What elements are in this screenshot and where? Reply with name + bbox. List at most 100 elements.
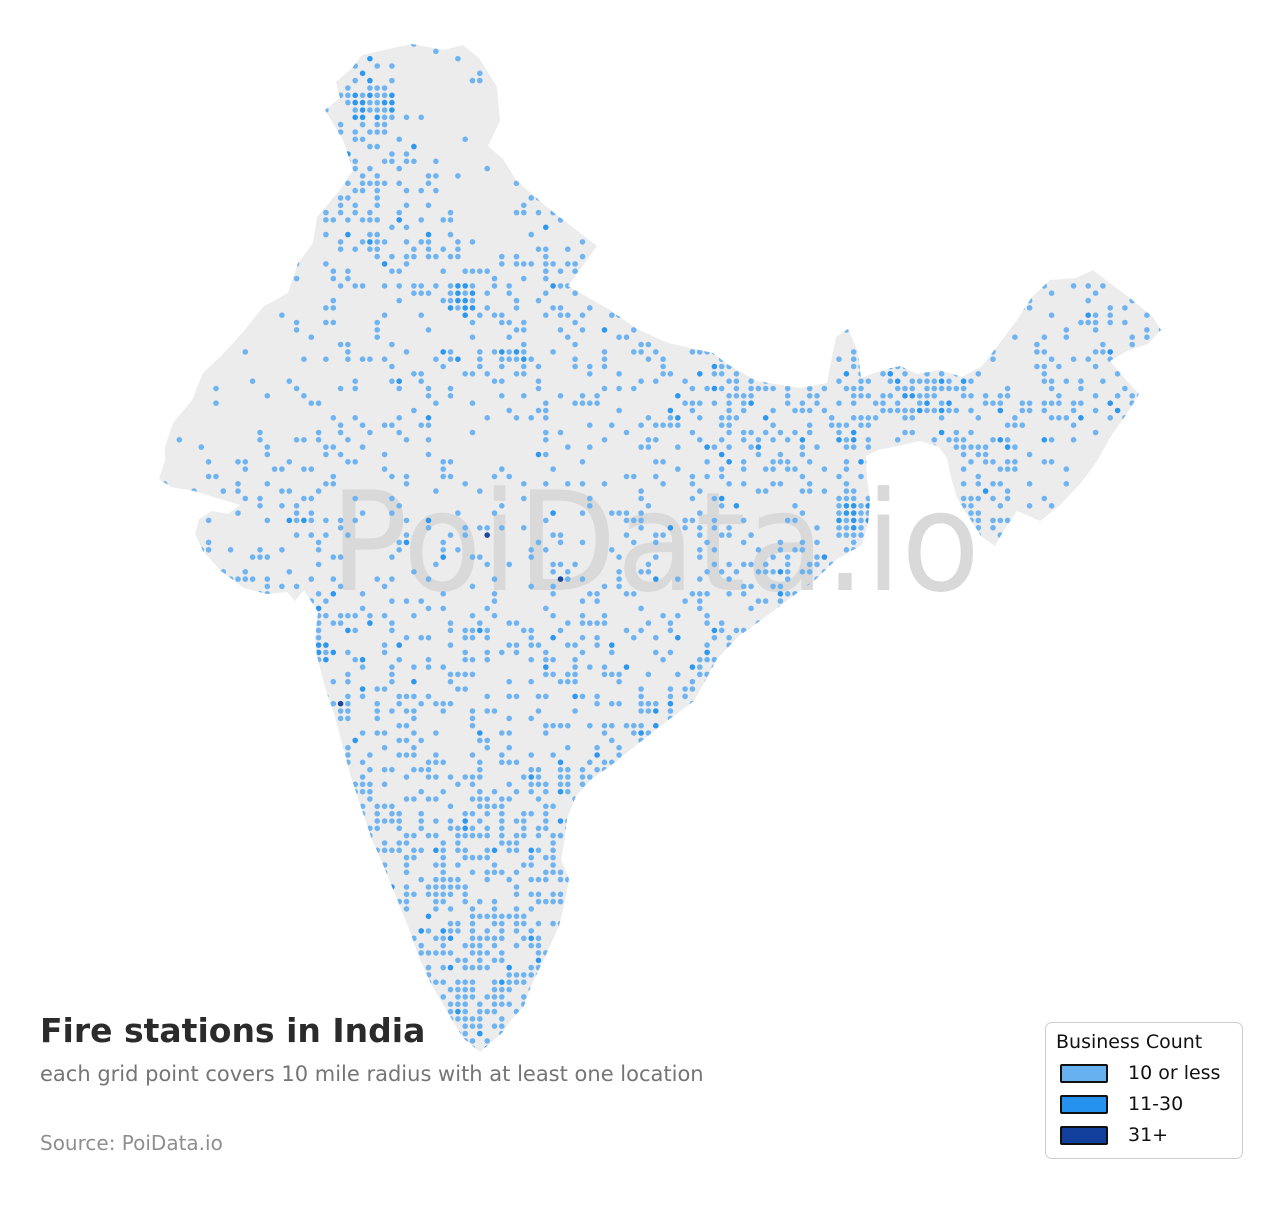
grid-dot	[1092, 187, 1099, 194]
grid-dot	[814, 700, 820, 707]
grid-dot	[455, 55, 461, 62]
grid-dot	[902, 349, 908, 355]
grid-dot	[345, 268, 351, 275]
grid-dot	[440, 268, 447, 275]
grid-dot	[975, 920, 982, 927]
grid-dot	[286, 884, 293, 890]
grid-dot	[484, 935, 491, 942]
grid-dot	[777, 730, 784, 736]
grid-dot	[235, 510, 241, 516]
grid-dot	[425, 239, 432, 245]
grid-dot	[1100, 898, 1106, 905]
grid-dot	[916, 686, 923, 692]
grid-dot	[359, 891, 366, 898]
grid-dot	[308, 986, 315, 993]
grid-dot	[220, 906, 227, 912]
grid-dot	[997, 466, 1004, 472]
grid-dot	[594, 766, 600, 773]
grid-dot	[748, 334, 754, 341]
grid-dot	[579, 847, 586, 854]
grid-dot	[850, 437, 857, 443]
grid-dot	[740, 437, 747, 443]
grid-dot	[990, 957, 996, 964]
grid-dot	[1092, 1016, 1099, 1022]
grid-dot	[337, 715, 344, 722]
grid-dot	[462, 481, 469, 487]
grid-dot	[990, 459, 996, 465]
grid-dot	[235, 906, 241, 912]
grid-dot	[359, 840, 366, 846]
grid-dot	[381, 466, 388, 472]
grid-dot	[821, 334, 828, 341]
grid-dot	[308, 400, 315, 407]
grid-dot	[1166, 481, 1172, 487]
grid-dot	[1166, 393, 1172, 399]
grid-dot	[975, 334, 982, 341]
grid-dot	[147, 239, 153, 245]
grid-dot	[916, 774, 923, 780]
grid-dot	[1107, 305, 1113, 311]
grid-dot	[924, 371, 930, 377]
grid-dot	[623, 664, 630, 670]
grid-dot	[960, 891, 967, 898]
grid-dot	[1114, 972, 1121, 978]
grid-dot	[213, 114, 219, 121]
grid-dot	[1078, 319, 1084, 326]
grid-dot	[301, 986, 307, 993]
grid-dot	[814, 239, 820, 245]
grid-dot	[770, 107, 776, 113]
grid-dot	[733, 136, 740, 143]
grid-dot	[484, 532, 491, 538]
grid-dot	[484, 708, 491, 714]
grid-dot	[821, 891, 828, 898]
grid-dot	[1144, 986, 1150, 993]
grid-dot	[821, 642, 828, 648]
grid-dot	[352, 129, 359, 135]
grid-dot	[550, 869, 556, 876]
grid-dot	[205, 913, 212, 920]
grid-dot	[689, 869, 696, 876]
grid-dot	[389, 950, 395, 956]
grid-dot	[1070, 906, 1077, 912]
grid-dot	[1026, 503, 1033, 509]
grid-dot	[557, 979, 564, 985]
grid-dot	[572, 994, 578, 1000]
grid-dot	[352, 495, 359, 502]
grid-dot	[1048, 437, 1055, 443]
grid-dot	[1085, 356, 1091, 363]
grid-dot	[1056, 400, 1062, 407]
grid-dot	[543, 671, 549, 678]
grid-dot	[506, 136, 512, 143]
grid-dot	[814, 862, 820, 868]
grid-dot	[777, 627, 784, 634]
grid-dot	[1107, 312, 1113, 319]
grid-dot	[389, 107, 395, 113]
grid-dot	[638, 525, 644, 531]
grid-dot	[638, 700, 644, 707]
grid-dot	[990, 920, 996, 927]
grid-dot	[345, 810, 351, 817]
grid-dot	[440, 297, 447, 304]
grid-dot	[814, 400, 820, 407]
grid-dot	[792, 143, 798, 150]
grid-dot	[235, 678, 241, 685]
grid-dot	[1129, 290, 1135, 297]
grid-dot	[755, 627, 762, 634]
grid-dot	[535, 950, 542, 956]
grid-dot	[711, 143, 718, 150]
grid-dot	[894, 305, 901, 311]
grid-dot	[792, 700, 798, 707]
grid-dot	[748, 283, 754, 289]
grid-dot	[990, 349, 996, 355]
grid-dot	[447, 825, 454, 832]
grid-dot	[521, 341, 527, 348]
grid-dot	[425, 964, 432, 971]
grid-dot	[521, 209, 527, 216]
grid-dot	[850, 803, 857, 810]
grid-dot	[557, 898, 564, 905]
grid-dot	[836, 63, 842, 69]
grid-dot	[946, 290, 952, 297]
grid-dot	[403, 187, 410, 194]
grid-dot	[557, 920, 564, 927]
